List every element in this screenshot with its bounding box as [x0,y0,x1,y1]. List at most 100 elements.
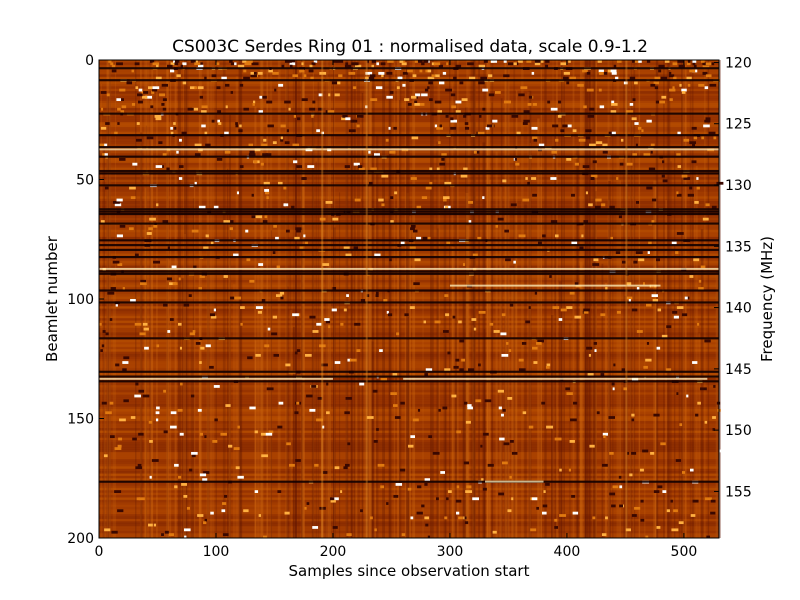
heatmap-row [99,514,719,517]
heatmap-cell [410,177,417,180]
heatmap-cell [239,124,242,128]
heatmap-cell [439,124,442,128]
heatmap-cell [631,117,637,121]
heatmap-cell [101,401,107,405]
heatmap-cell [400,241,405,245]
heatmap-cell [480,76,488,80]
bright-sample-column [321,60,324,538]
heatmap-cell [689,141,696,145]
heatmap-streak [114,60,117,538]
heatmap-row [99,310,719,314]
heatmap-cell [381,174,389,178]
heatmap-cell [412,74,417,78]
dark-beamlet-row [99,67,719,70]
heatmap-streak [718,60,721,538]
heatmap-cell [468,220,472,223]
heatmap-streak [592,60,596,538]
heatmap-cell [590,177,595,180]
heatmap-cell [686,76,692,80]
heatmap-cell [237,425,240,429]
heatmap-row [99,119,719,123]
heatmap-cell [183,303,190,307]
heatmap-streak [235,76,239,538]
heatmap-cell [689,468,694,472]
heatmap-cell [506,342,509,345]
heatmap-streak [367,64,370,538]
heatmap-cell [716,401,721,405]
heatmap-cell [317,396,323,400]
heatmap-cell [702,217,709,221]
heatmap-cell [114,447,122,450]
heatmap-cell [587,373,594,376]
y-axis-label: Beamlet number [43,235,61,362]
heatmap-streak [674,150,676,539]
heatmap-row [99,373,719,376]
heatmap-cell [475,399,482,403]
heatmap-cell [671,528,679,532]
heatmap-cell [637,126,642,130]
heatmap-cell [155,411,160,415]
heatmap-cell [204,76,207,80]
heatmap-cell [235,122,238,125]
heatmap-cell [587,114,595,118]
heatmap-cell [443,198,447,202]
heatmap-cell [463,461,470,465]
heatmap-cell [129,186,136,190]
heatmap-streak [270,230,273,539]
heatmap-cell [632,98,636,102]
heatmap-cell [101,344,105,348]
heatmap-row [99,251,719,254]
heatmap-cell [251,193,254,197]
heatmap-cell [626,162,633,166]
heatmap-cell [673,509,678,513]
heatmap-cell [626,282,632,286]
heatmap-cell [197,64,204,68]
heatmap-cell [513,260,516,264]
heatmap-streak [694,176,696,539]
heatmap-cell [386,310,389,314]
heatmap-cell [412,229,418,233]
heatmap-cell [200,346,205,350]
heatmap-cell [222,533,229,537]
heatmap-cell [464,122,469,125]
heatmap-cell [204,131,208,135]
heatmap-cell [345,117,351,121]
heatmap-cell [509,303,514,307]
heatmap-streak [633,135,635,538]
heatmap-cell [631,451,637,455]
heatmap-cell [619,485,623,489]
heatmap-cell [190,394,195,398]
heatmap-streak [345,60,349,538]
heatmap-cell [700,265,706,269]
heatmap-cell [532,103,537,106]
heatmap-cell [572,511,579,515]
heatmap-cell [490,60,498,63]
heatmap-cell [393,494,399,498]
heatmap-cell [356,114,364,118]
heatmap-cell [489,322,494,326]
heatmap-cell [530,95,533,99]
heatmap-cell [201,105,208,109]
heatmap-streak [624,295,627,538]
heatmap-cell [299,69,305,73]
heatmap-row [99,296,719,300]
heatmap-cell [705,117,711,121]
heatmap-cell [359,382,365,386]
dark-beamlet-row [99,184,719,187]
heatmap-cell [279,291,285,295]
heatmap-cell [373,153,380,156]
heatmap-row [99,449,719,453]
heatmap-streak [528,90,532,538]
heatmap-cell [347,358,352,362]
heatmap-row [99,516,719,520]
heatmap-cell [296,229,301,233]
heatmap-cell [610,69,617,73]
heatmap-cell [629,473,633,477]
heatmap-cell [293,114,297,118]
heatmap-cell [522,198,530,202]
heatmap-cell [526,60,532,63]
heatmap-cell [404,313,409,317]
heatmap-cell [214,418,218,422]
heatmap-cell [249,406,256,410]
heatmap-cell [138,432,144,436]
